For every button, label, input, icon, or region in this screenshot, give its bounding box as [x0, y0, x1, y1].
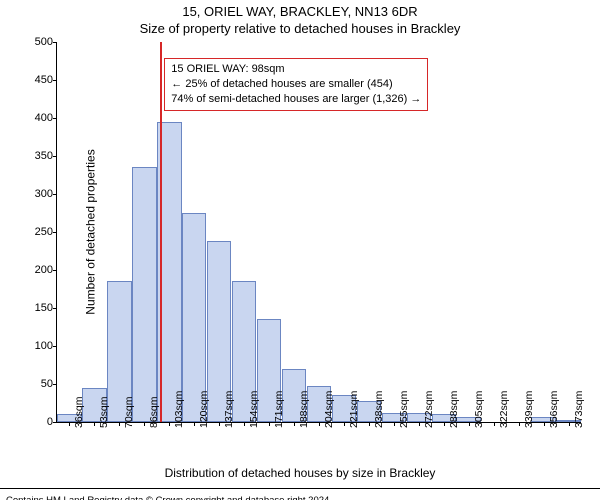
y-tick-label: 0 [23, 416, 53, 428]
x-tick-label: 86sqm [148, 396, 160, 428]
x-tick-label: 322sqm [498, 391, 510, 428]
info-box: 15 ORIEL WAY: 98sqm← 25% of detached hou… [164, 58, 428, 111]
info-box-line: 15 ORIEL WAY: 98sqm [171, 62, 421, 77]
x-tick-label: 36sqm [73, 396, 85, 428]
y-tick-label: 150 [23, 302, 53, 314]
y-tick-label: 450 [23, 74, 53, 86]
chart-area: Number of detached properties 0501001502… [56, 42, 580, 422]
footer: Contains HM Land Registry data © Crown c… [0, 488, 600, 500]
plot-region: 05010015020025030035040045050036sqm53sqm… [56, 42, 581, 423]
x-tick-label: 221sqm [348, 391, 360, 428]
x-tick-label: 53sqm [98, 396, 110, 428]
info-box-line: 74% of semi-detached houses are larger (… [171, 92, 421, 107]
x-axis-label: Distribution of detached houses by size … [0, 466, 600, 480]
y-tick-label: 100 [23, 340, 53, 352]
y-tick-label: 500 [23, 36, 53, 48]
highlight-line [160, 42, 162, 422]
footer-line-1: Contains HM Land Registry data © Crown c… [6, 495, 594, 500]
y-tick-label: 200 [23, 264, 53, 276]
x-tick-label: 204sqm [323, 391, 335, 428]
chart-subtitle: Size of property relative to detached ho… [0, 19, 600, 36]
histogram-bar [132, 167, 156, 422]
x-tick-label: 103sqm [173, 391, 185, 428]
y-tick-label: 300 [23, 188, 53, 200]
address-title: 15, ORIEL WAY, BRACKLEY, NN13 6DR [0, 0, 600, 19]
x-tick-label: 255sqm [398, 391, 410, 428]
y-tick-label: 350 [23, 150, 53, 162]
x-tick-label: 154sqm [248, 391, 260, 428]
x-tick-label: 171sqm [273, 391, 285, 428]
y-tick-label: 250 [23, 226, 53, 238]
x-tick-label: 356sqm [548, 391, 560, 428]
x-tick-label: 288sqm [448, 391, 460, 428]
x-tick-label: 238sqm [373, 391, 385, 428]
x-tick-label: 70sqm [123, 396, 135, 428]
x-tick-label: 339sqm [523, 391, 535, 428]
x-tick-label: 188sqm [298, 391, 310, 428]
y-tick-label: 400 [23, 112, 53, 124]
info-box-line: ← 25% of detached houses are smaller (45… [171, 77, 421, 92]
x-tick-label: 272sqm [423, 391, 435, 428]
x-tick-label: 120sqm [198, 391, 210, 428]
y-tick-label: 50 [23, 378, 53, 390]
x-tick-label: 305sqm [473, 391, 485, 428]
x-tick-label: 373sqm [573, 391, 585, 428]
x-tick-label: 137sqm [223, 391, 235, 428]
